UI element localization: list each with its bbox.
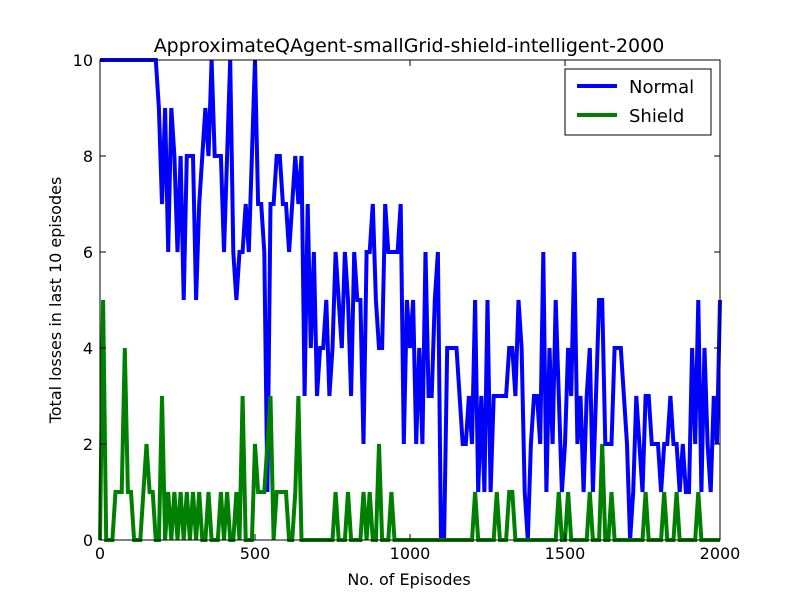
y-tick-label: 8 [83, 147, 93, 166]
legend-label-shield: Shield [629, 106, 684, 127]
y-tick-label: 0 [83, 531, 93, 550]
y-tick-label: 6 [83, 243, 93, 262]
y-axis-label: Total losses in last 10 episodes [46, 177, 65, 425]
legend-label-normal: Normal [629, 77, 694, 98]
series-line-normal [100, 58, 722, 542]
x-tick-label: 1500 [545, 544, 586, 563]
chart-title: ApproximateQAgent-smallGrid-shield-intel… [154, 35, 665, 57]
x-tick-label: 2000 [700, 544, 741, 563]
plot-area: 0 500 1000 1500 2000 0 2 4 6 8 10 Normal Shield [73, 51, 741, 563]
legend: Normal Shield [564, 68, 712, 136]
x-tick-label: 1000 [390, 544, 431, 563]
y-tick-label: 10 [73, 51, 93, 70]
x-tick-label: 500 [240, 544, 271, 563]
legend-box [564, 68, 712, 136]
y-tick-label: 4 [83, 339, 93, 358]
x-axis-label: No. of Episodes [347, 570, 470, 589]
x-tick-label: 0 [95, 544, 105, 563]
y-tick-label: 2 [83, 435, 93, 454]
